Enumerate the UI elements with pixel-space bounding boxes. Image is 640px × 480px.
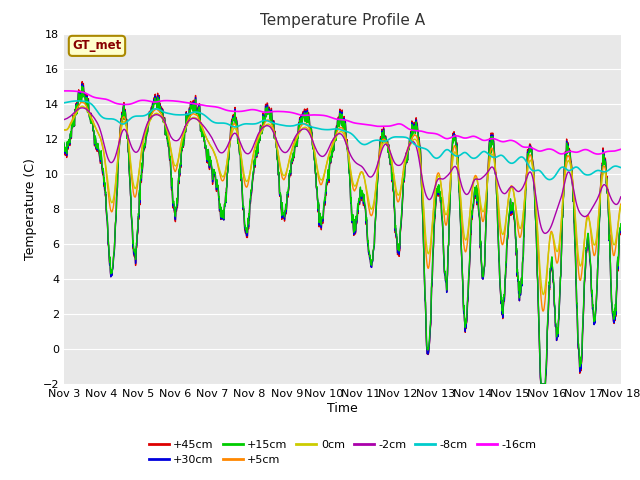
Legend: +45cm, +30cm, +15cm, +5cm, 0cm, -2cm, -8cm, -16cm: +45cm, +30cm, +15cm, +5cm, 0cm, -2cm, -8…: [145, 435, 540, 469]
Text: GT_met: GT_met: [72, 39, 122, 52]
Y-axis label: Temperature (C): Temperature (C): [24, 158, 37, 260]
Title: Temperature Profile A: Temperature Profile A: [260, 13, 425, 28]
X-axis label: Time: Time: [327, 402, 358, 415]
